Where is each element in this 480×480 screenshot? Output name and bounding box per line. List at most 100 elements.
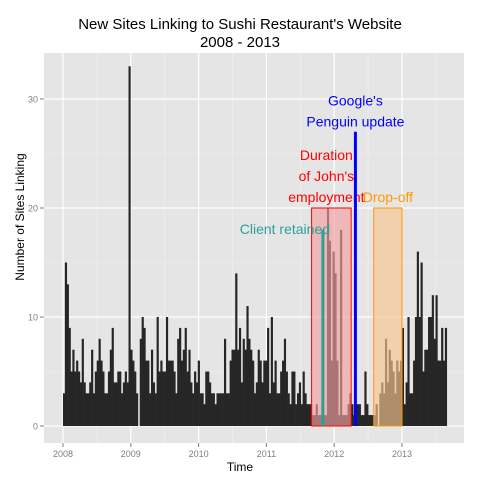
bar xyxy=(243,339,245,426)
bar xyxy=(185,328,187,426)
bar xyxy=(407,317,409,426)
bar xyxy=(250,350,252,426)
bar xyxy=(306,404,308,426)
bar xyxy=(136,393,138,426)
bar xyxy=(295,404,297,426)
bar xyxy=(248,339,250,426)
bar xyxy=(366,404,368,426)
bar xyxy=(437,361,439,426)
bar xyxy=(127,382,129,426)
bar xyxy=(69,328,71,426)
bar xyxy=(115,382,117,426)
bar xyxy=(364,372,366,427)
bar xyxy=(231,350,233,426)
bar xyxy=(228,393,230,426)
bar xyxy=(288,393,290,426)
annotation-label: Google's xyxy=(328,93,383,109)
bar xyxy=(89,382,91,426)
bar xyxy=(220,393,222,426)
x-tick-label: 2008 xyxy=(53,449,73,459)
bar xyxy=(151,350,153,426)
bar xyxy=(432,295,434,426)
bar xyxy=(222,393,224,426)
bar xyxy=(406,382,408,426)
bar xyxy=(245,350,247,426)
bar xyxy=(282,361,284,426)
bar xyxy=(80,382,82,426)
bar xyxy=(196,382,198,426)
x-tick-label: 2011 xyxy=(257,449,276,459)
bar xyxy=(269,393,271,426)
bar xyxy=(224,339,226,426)
bar xyxy=(239,328,241,426)
bar xyxy=(160,361,162,426)
bar xyxy=(419,317,421,426)
bar xyxy=(409,393,411,426)
bar xyxy=(99,339,101,426)
bar xyxy=(252,361,254,426)
bar xyxy=(426,350,428,426)
bar xyxy=(299,382,301,426)
bar xyxy=(67,284,69,426)
bar xyxy=(149,393,151,426)
bar xyxy=(237,350,239,426)
bar xyxy=(110,350,112,426)
bar xyxy=(100,361,102,426)
bar xyxy=(85,393,87,426)
bar xyxy=(95,372,97,427)
bar xyxy=(65,263,67,427)
bar xyxy=(202,393,204,426)
bar xyxy=(271,317,273,426)
bar xyxy=(430,317,432,426)
bar xyxy=(179,328,181,426)
annotation-label: Duration xyxy=(300,147,353,163)
bar xyxy=(102,372,104,427)
bar xyxy=(181,361,183,426)
bar xyxy=(134,372,136,427)
bar xyxy=(63,393,65,426)
bar xyxy=(119,372,121,427)
bar xyxy=(155,393,157,426)
bar xyxy=(164,372,166,427)
bar xyxy=(175,393,177,426)
bar xyxy=(443,361,445,426)
bar xyxy=(188,350,190,426)
bar xyxy=(439,361,441,426)
y-tick-label: 10 xyxy=(28,313,38,323)
annotation-label: Penguin update xyxy=(306,114,404,130)
bar xyxy=(108,372,110,427)
bar xyxy=(293,372,295,427)
x-tick-label: 2009 xyxy=(121,449,141,459)
bar xyxy=(117,372,119,427)
bar xyxy=(297,393,299,426)
bar xyxy=(434,339,436,426)
y-tick-label: 30 xyxy=(28,95,38,105)
bar xyxy=(411,393,413,426)
bar xyxy=(284,339,286,426)
bar xyxy=(129,66,131,426)
bar xyxy=(172,361,174,426)
bar xyxy=(142,317,144,426)
annotation-label: Drop-off xyxy=(363,189,413,205)
bar xyxy=(130,350,132,426)
bar xyxy=(74,372,76,427)
bar xyxy=(82,339,84,426)
bar xyxy=(93,393,95,426)
bar xyxy=(417,252,419,426)
bar xyxy=(125,372,127,427)
bar xyxy=(112,328,114,426)
bar xyxy=(275,361,277,426)
bar xyxy=(153,382,155,426)
bar xyxy=(183,350,185,426)
x-tick-label: 2013 xyxy=(392,449,412,459)
bar xyxy=(70,372,72,427)
bar xyxy=(359,404,361,426)
bar xyxy=(72,350,74,426)
bar xyxy=(286,372,288,427)
bar xyxy=(192,393,194,426)
bar xyxy=(235,273,237,426)
bar xyxy=(78,372,80,427)
bar xyxy=(166,317,168,426)
bar xyxy=(215,404,217,426)
bar xyxy=(205,372,207,427)
